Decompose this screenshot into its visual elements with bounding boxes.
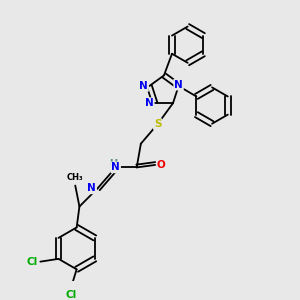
Text: N: N [174, 80, 183, 90]
Text: Cl: Cl [27, 257, 38, 267]
Text: H: H [109, 159, 117, 169]
Text: S: S [154, 119, 161, 129]
Text: CH₃: CH₃ [67, 173, 84, 182]
Text: N: N [139, 81, 148, 91]
Text: Cl: Cl [65, 290, 77, 300]
Text: N: N [145, 98, 154, 108]
Text: N: N [87, 183, 96, 193]
Text: N: N [111, 162, 120, 172]
Text: O: O [157, 160, 165, 170]
